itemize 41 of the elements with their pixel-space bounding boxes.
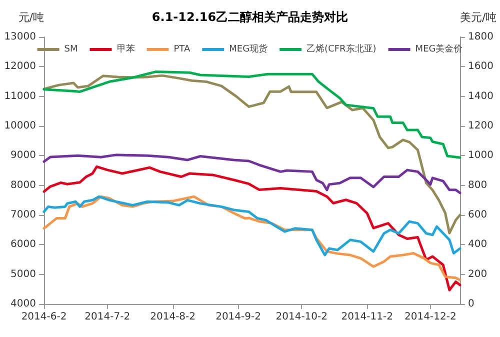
y-tick-label: 6000: [10, 239, 36, 250]
x-tick-label: 2014-7-2: [84, 312, 130, 322]
legend-label: PTA: [174, 44, 191, 54]
y2-tick-label: 1400: [468, 90, 494, 102]
x-tick-label: 2014-11-2: [341, 312, 393, 322]
y-tick-label: 9000: [10, 150, 36, 162]
legend-label: MEG现货: [229, 44, 268, 54]
y-tick-label: 13000: [4, 32, 36, 42]
y2-tick-label: 1200: [468, 120, 494, 132]
y-tick-label: 7000: [10, 210, 36, 220]
x-tick-label: 2014-8-2: [150, 312, 196, 322]
y-tick-label: 12000: [4, 61, 36, 72]
y-tick-label: 4000: [10, 298, 36, 310]
y-axis-title: 元/吨: [18, 11, 44, 24]
legend-label: 甲苯: [116, 44, 135, 54]
x-tick-label: 2014-6-2: [21, 312, 67, 322]
legend-label: SM: [64, 44, 78, 54]
line-series: [42, 154, 462, 194]
y2-tick-label: 0: [468, 298, 474, 310]
x-tick-label: 2014-12-2: [404, 312, 456, 322]
y2-tick-label: 400: [468, 239, 488, 250]
y2-tick-label: 800: [468, 180, 488, 191]
y2-tick-label: 600: [468, 210, 488, 220]
line-series: [42, 70, 462, 159]
legend-label: 乙烯(CFR东北亚): [306, 44, 376, 54]
line-series: [42, 195, 462, 256]
y-tick-label: 11000: [4, 90, 36, 102]
legend-label: MEG美金价: [415, 44, 463, 54]
y-tick-label: 8000: [10, 180, 36, 191]
y2-tick-label: 1000: [468, 150, 494, 162]
y-tick-label: 5000: [10, 268, 36, 280]
line-series: [42, 165, 462, 292]
y2-tick-label: 1800: [468, 32, 494, 42]
y2-axis-title: 美元/吨: [460, 11, 497, 24]
x-tick-label: 2014-9-2: [216, 312, 261, 322]
x-tick-label: 2014-10-2: [276, 312, 328, 322]
y-tick-label: 10000: [4, 120, 36, 132]
y2-tick-label: 1600: [468, 61, 494, 72]
line-series: [42, 74, 462, 234]
y2-tick-label: 200: [468, 268, 488, 280]
chart-title: 6.1-12.16乙二醇相关产品走势对比: [152, 10, 348, 24]
